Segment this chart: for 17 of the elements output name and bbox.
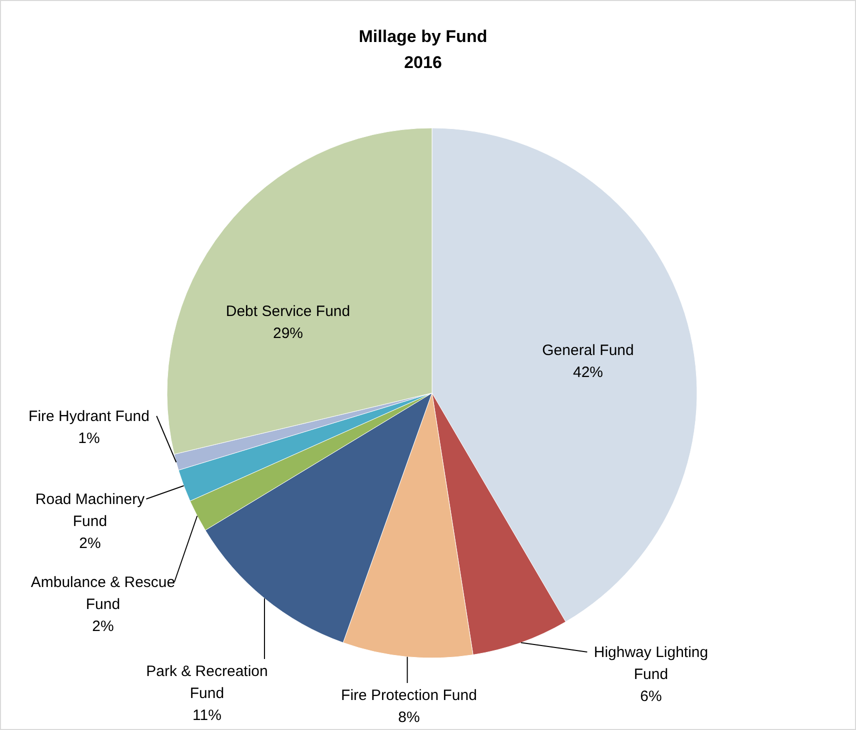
data-label: 42% (572, 364, 604, 381)
slice-label: Fire Protection Fund (341, 687, 477, 704)
data-label: 2% (92, 618, 114, 635)
data-label: 6% (640, 688, 662, 705)
slice-label: Debt Service Fund (226, 303, 350, 320)
slice-label: Road Machinery Fund (35, 491, 146, 530)
data-label: 2% (79, 535, 101, 552)
data-label: 11% (192, 707, 222, 724)
slice-label: Ambulance & Rescue Fund (30, 574, 176, 613)
slice-label: General Fund (542, 342, 634, 359)
data-label: 8% (398, 709, 420, 726)
data-label: 29% (272, 325, 304, 342)
slice-label: Park & Recreation Fund (146, 663, 268, 702)
chart-title: Millage by Fund 2016 (358, 27, 488, 72)
slice-label: Highway Lighting Fund (594, 644, 708, 683)
slice-label: Fire Hydrant Fund (28, 408, 150, 425)
data-label: 1% (78, 430, 100, 447)
